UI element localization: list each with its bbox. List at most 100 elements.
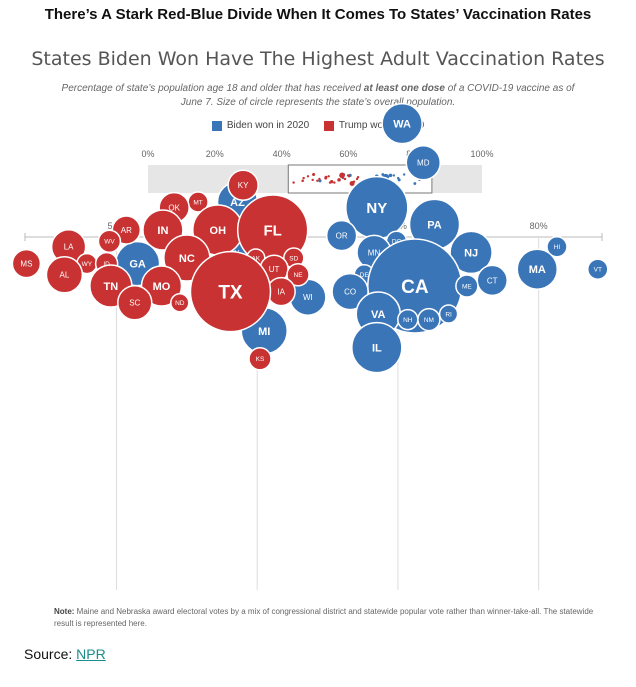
state-bubble-hi bbox=[546, 236, 568, 258]
state-bubble-vt bbox=[587, 258, 609, 280]
footnote: Note: Maine and Nebraska award electoral… bbox=[54, 606, 594, 630]
state-label-mn: MN bbox=[368, 248, 381, 257]
state-label-ar: AR bbox=[121, 226, 132, 235]
state-label-mo: MO bbox=[153, 281, 171, 293]
state-label-ok: OK bbox=[168, 203, 180, 212]
state-label-me: ME bbox=[462, 283, 472, 290]
overview-tick-label: 0% bbox=[141, 149, 154, 159]
state-bubble-ne bbox=[286, 263, 310, 287]
state-label-wv: WV bbox=[104, 239, 115, 246]
state-bubble-wa bbox=[381, 102, 423, 145]
overview-dot-ma bbox=[413, 182, 417, 185]
overview-dot-tx bbox=[339, 172, 345, 179]
overview-dot-ms bbox=[292, 181, 295, 184]
state-label-ny: NY bbox=[366, 200, 387, 217]
overview-dot-ri bbox=[392, 174, 396, 177]
overview-tick-label: 100% bbox=[470, 149, 493, 159]
state-bubble-mo bbox=[140, 265, 183, 307]
state-bubble-ms bbox=[12, 248, 42, 279]
state-label-tn: TN bbox=[104, 281, 119, 293]
state-label-md: MD bbox=[417, 159, 430, 168]
overview-tick-label: 60% bbox=[339, 149, 357, 159]
state-bubble-ky bbox=[227, 169, 259, 201]
overview-dot-id bbox=[311, 178, 314, 182]
state-label-va: VA bbox=[371, 309, 386, 321]
state-bubble-co bbox=[331, 272, 369, 311]
overview-dot-ct bbox=[402, 173, 406, 176]
state-label-wa: WA bbox=[393, 119, 411, 131]
state-label-nd: ND bbox=[175, 300, 185, 307]
state-label-ut: UT bbox=[269, 265, 280, 274]
state-label-ne: NE bbox=[294, 272, 304, 279]
overview-dot-ar bbox=[316, 179, 319, 182]
state-label-vt: VT bbox=[594, 267, 602, 274]
state-bubble-ct bbox=[476, 264, 508, 297]
subtitle-text-1: Percentage of state’s population age 18 … bbox=[61, 83, 364, 94]
state-label-sd: SD bbox=[289, 255, 298, 262]
state-label-ms: MS bbox=[20, 259, 32, 268]
state-label-id: ID bbox=[103, 261, 110, 268]
state-bubble-ri bbox=[438, 304, 459, 324]
state-label-in: IN bbox=[157, 225, 168, 237]
state-bubble-al bbox=[45, 256, 84, 294]
state-bubble-tx bbox=[189, 250, 272, 333]
overview-tick-label: 40% bbox=[273, 149, 291, 159]
state-label-nh: NH bbox=[403, 317, 413, 324]
state-bubble-nj bbox=[449, 230, 493, 275]
overview-dot-oh bbox=[337, 178, 341, 182]
main-tick-label: 80% bbox=[530, 221, 548, 231]
state-label-de: DE bbox=[360, 272, 370, 279]
legend-swatch-biden bbox=[211, 120, 222, 131]
overview-dot-me bbox=[396, 176, 400, 180]
state-bubble-me bbox=[455, 274, 479, 298]
subtitle-text-2: of a COVID-19 vaccine as of June 7. Size… bbox=[180, 83, 575, 108]
state-label-fl: FL bbox=[264, 222, 282, 239]
source-label: Source: bbox=[24, 646, 77, 662]
state-bubble-il bbox=[351, 321, 403, 374]
state-label-hi: HI bbox=[554, 244, 561, 251]
overview-dot-mo bbox=[324, 176, 328, 180]
state-label-wi: WI bbox=[303, 293, 313, 302]
state-label-ri: RI bbox=[445, 311, 452, 318]
state-bubble-ks bbox=[248, 347, 272, 371]
overview-dot-pa bbox=[388, 173, 393, 178]
overview-dot-nd bbox=[328, 181, 332, 184]
state-bubble-nd bbox=[170, 293, 190, 313]
state-label-al: AL bbox=[60, 271, 70, 280]
overview-dot-ky bbox=[343, 177, 347, 181]
state-label-pa: PA bbox=[427, 219, 442, 231]
state-bubble-ma bbox=[516, 248, 559, 290]
overview-tick-label: 20% bbox=[206, 149, 224, 159]
state-bubble-nm bbox=[417, 307, 441, 332]
state-label-il: IL bbox=[372, 343, 382, 355]
footnote-text: Maine and Nebraska award electoral votes… bbox=[54, 607, 594, 628]
overview-dot-ks bbox=[347, 175, 351, 178]
bubble-chart: 0%20%40%60%80%100%50%60%70%80%WAMDNYPAOR… bbox=[12, 102, 609, 590]
state-label-tx: TX bbox=[218, 282, 243, 303]
state-label-ks: KS bbox=[256, 356, 265, 363]
state-label-sc: SC bbox=[129, 299, 140, 308]
overview-dot-al bbox=[301, 179, 304, 183]
overview-dot-tn bbox=[312, 173, 316, 176]
overview-dot-ut bbox=[351, 182, 354, 185]
overview-dot-sc bbox=[318, 177, 321, 181]
legend-item-biden: Biden won in 2020 bbox=[211, 120, 309, 131]
chart-card: States Biden Won Have The Highest Adult … bbox=[12, 34, 624, 634]
state-label-ia: IA bbox=[277, 287, 285, 296]
state-label-ga: GA bbox=[129, 259, 146, 271]
state-label-wy: WY bbox=[82, 261, 93, 268]
state-label-la: LA bbox=[64, 243, 74, 252]
headline: There’s A Stark Red-Blue Divide When It … bbox=[44, 6, 592, 23]
state-label-ak: AK bbox=[251, 255, 260, 262]
overview-dot-ia bbox=[352, 180, 356, 183]
state-bubble-md bbox=[405, 145, 442, 181]
overview-dot-wy bbox=[306, 175, 310, 178]
state-label-mi: MI bbox=[258, 326, 270, 338]
state-bubble-or bbox=[325, 219, 358, 252]
footnote-label: Note: bbox=[54, 607, 75, 616]
chart-subtitle: Percentage of state’s population age 18 … bbox=[52, 82, 584, 110]
state-label-or: OR bbox=[336, 231, 348, 240]
source-link[interactable]: NPR bbox=[76, 646, 106, 662]
source-line: Source: NPR bbox=[24, 646, 106, 662]
state-label-nc: NC bbox=[179, 253, 195, 265]
